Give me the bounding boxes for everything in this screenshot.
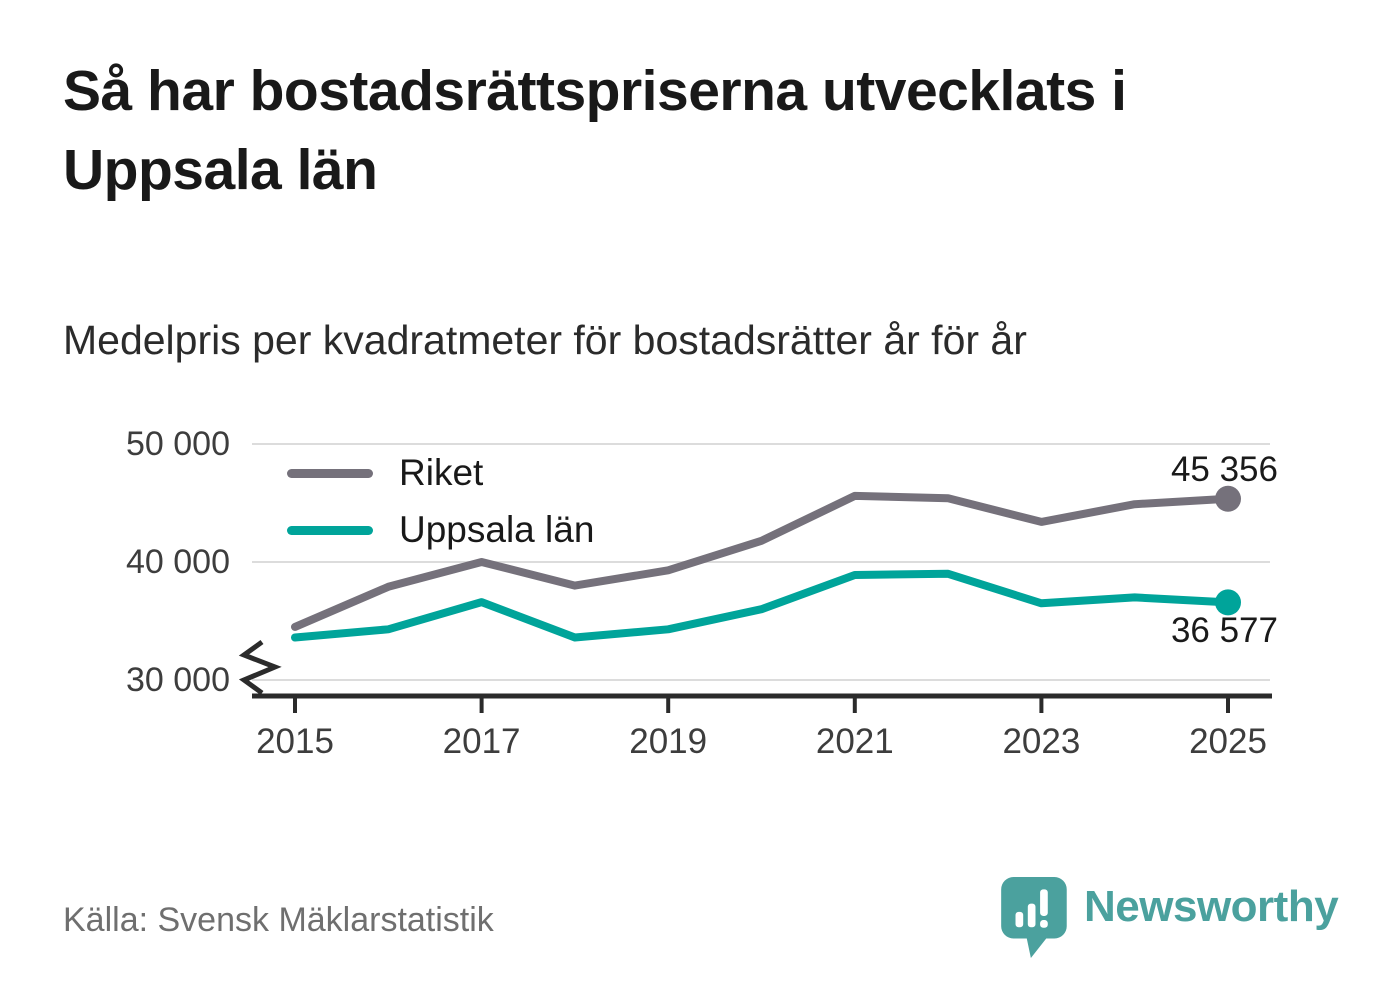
legend-swatch-riket xyxy=(287,468,373,478)
end-dot-riket xyxy=(1215,485,1241,512)
x-axis xyxy=(252,693,1272,713)
page-title: Så har bostadsrättspriserna utvecklats i… xyxy=(63,59,1127,202)
legend-label-riket: Riket xyxy=(399,452,484,493)
x-axis-tick-label: 2019 xyxy=(629,722,708,761)
axis-break-icon xyxy=(238,639,282,696)
series-line-riket xyxy=(291,491,1232,631)
newsworthy-logo-icon xyxy=(1001,877,1067,958)
legend-swatch-uppsala xyxy=(287,525,373,535)
x-axis-tick-label: 2021 xyxy=(815,722,894,761)
brand: Newsworthy xyxy=(1000,872,1360,964)
x-axis-tick-label: 2015 xyxy=(256,722,334,761)
source-note: Källa: Svensk Mäklarstatistik xyxy=(63,901,494,939)
end-dot-uppsala xyxy=(1215,589,1241,616)
x-axis-tick-label: 2025 xyxy=(1189,722,1267,761)
series-line-uppsala xyxy=(291,569,1232,642)
legend-item-riket: Riket xyxy=(287,452,594,493)
x-axis-tick-label: 2023 xyxy=(1002,722,1081,761)
y-axis-tick-label: 40 000 xyxy=(126,543,230,581)
brand-name: Newsworthy xyxy=(1084,882,1339,931)
legend: Riket Uppsala län xyxy=(287,452,595,567)
series-lines xyxy=(291,485,1241,642)
end-value-label-riket: 45 356 xyxy=(1170,450,1278,489)
y-axis-tick-label: 30 000 xyxy=(126,661,230,699)
legend-label-uppsala: Uppsala län xyxy=(399,509,595,550)
chart-subtitle: Medelpris per kvadratmeter för bostadsrä… xyxy=(63,317,1027,363)
grid-lines xyxy=(252,443,1270,681)
x-axis-tick-label: 2017 xyxy=(442,722,521,761)
end-value-label-uppsala: 36 577 xyxy=(1170,611,1278,650)
y-axis-tick-label: 50 000 xyxy=(126,425,230,463)
legend-item-uppsala: Uppsala län xyxy=(287,509,595,550)
